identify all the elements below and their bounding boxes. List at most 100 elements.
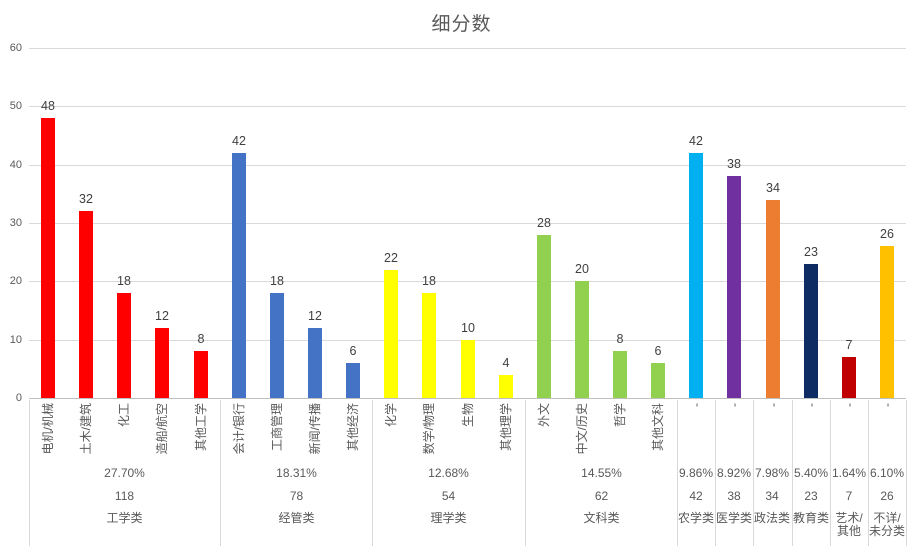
y-axis-tick-label: 10 xyxy=(9,334,22,346)
group-percent: 18.31% xyxy=(276,466,317,480)
bar[interactable] xyxy=(232,153,246,398)
bar-value-label: 12 xyxy=(308,309,322,323)
group-total: 23 xyxy=(804,489,818,503)
bar-value-label: 20 xyxy=(575,262,589,276)
gridline xyxy=(29,106,906,107)
bar-value-label: 28 xyxy=(537,216,551,230)
bar[interactable] xyxy=(766,200,780,398)
bar[interactable] xyxy=(804,264,818,398)
bar-value-label: 18 xyxy=(422,274,436,288)
gridline xyxy=(29,48,906,49)
gridline xyxy=(29,165,906,166)
category-label: 其他工学 xyxy=(194,403,208,452)
gridline xyxy=(29,223,906,224)
category-label: 会计/银行 xyxy=(232,403,246,455)
group-percent: 5.40% xyxy=(793,466,829,480)
bar-value-label: 7 xyxy=(845,338,853,352)
group-separator xyxy=(906,400,907,546)
bar[interactable] xyxy=(79,211,93,398)
bar-value-label: 48 xyxy=(41,99,55,113)
bar-value-label: 32 xyxy=(79,192,93,206)
bar[interactable] xyxy=(117,293,131,398)
bar[interactable] xyxy=(842,357,856,398)
bar-value-label: 8 xyxy=(616,332,624,346)
bar-value-label: 42 xyxy=(689,134,703,148)
bar-value-label: 18 xyxy=(270,274,284,288)
group-total: 38 xyxy=(727,489,741,503)
group-name: 农学类 xyxy=(677,511,714,525)
bar-value-label: 8 xyxy=(197,332,205,346)
group-separator xyxy=(220,400,221,546)
category-label: 化工 xyxy=(117,403,131,428)
gridline xyxy=(29,281,906,282)
group-name: 工学类 xyxy=(106,511,143,525)
bar[interactable] xyxy=(194,351,208,398)
group-name: 医学类 xyxy=(715,511,752,525)
bar[interactable] xyxy=(346,363,360,398)
group-name: 理学类 xyxy=(430,511,467,525)
group-separator xyxy=(525,400,526,546)
bar-value-label: 10 xyxy=(461,321,475,335)
group-separator xyxy=(29,400,30,546)
bar[interactable] xyxy=(384,270,398,398)
bar-value-label: 4 xyxy=(502,356,510,370)
bar[interactable] xyxy=(880,246,894,398)
bar[interactable] xyxy=(537,235,551,398)
bar-value-label: 6 xyxy=(349,344,357,358)
category-label: - xyxy=(689,403,703,407)
category-label: 生物 xyxy=(461,403,475,428)
group-percent: 9.86% xyxy=(678,466,714,480)
category-label: 造船/航空 xyxy=(155,403,169,455)
category-label: - xyxy=(804,403,818,407)
group-separator xyxy=(753,400,754,546)
bar[interactable] xyxy=(308,328,322,398)
group-separator xyxy=(792,400,793,546)
category-label: 中文/历史 xyxy=(575,403,589,455)
y-axis-tick-label: 50 xyxy=(9,100,22,112)
group-percent: 12.68% xyxy=(428,466,469,480)
bar[interactable] xyxy=(41,118,55,398)
category-label: 新闻/传播 xyxy=(308,403,322,455)
group-name: 艺术/其他 xyxy=(835,511,863,538)
bar[interactable] xyxy=(155,328,169,398)
category-label: - xyxy=(727,403,741,407)
category-label: 其他理学 xyxy=(499,403,513,452)
group-percent: 8.92% xyxy=(716,466,752,480)
bar[interactable] xyxy=(270,293,284,398)
category-label: 哲学 xyxy=(613,403,627,428)
bar[interactable] xyxy=(613,351,627,398)
category-label: 电机/机械 xyxy=(41,403,55,455)
category-label: 外文 xyxy=(537,403,551,428)
category-label: - xyxy=(766,403,780,407)
bar[interactable] xyxy=(651,363,665,398)
bar-value-label: 34 xyxy=(766,181,780,195)
group-percent: 6.10% xyxy=(869,466,905,480)
group-separator xyxy=(868,400,869,546)
bar-value-label: 23 xyxy=(804,245,818,259)
group-name: 政法类 xyxy=(753,511,790,525)
bar[interactable] xyxy=(727,176,741,398)
group-name: 不详/未分类 xyxy=(868,511,905,538)
group-percent: 7.98% xyxy=(754,466,790,480)
group-name: 文科类 xyxy=(583,511,620,525)
bar-value-label: 12 xyxy=(155,309,169,323)
bar[interactable] xyxy=(575,281,589,398)
bar-value-label: 6 xyxy=(654,344,662,358)
bar[interactable] xyxy=(689,153,703,398)
group-name: 经管类 xyxy=(278,511,315,525)
bar[interactable] xyxy=(461,340,475,398)
group-total: 34 xyxy=(765,489,779,503)
bar-value-label: 26 xyxy=(880,227,894,241)
bar[interactable] xyxy=(422,293,436,398)
x-axis-line xyxy=(29,398,906,399)
bar[interactable] xyxy=(499,375,513,398)
group-total: 7 xyxy=(845,489,853,503)
category-label: - xyxy=(880,403,894,407)
category-label: 其他经济 xyxy=(346,403,360,452)
group-name: 教育类 xyxy=(792,511,829,525)
group-total: 118 xyxy=(114,489,135,503)
group-total: 62 xyxy=(594,489,609,503)
bar-value-label: 18 xyxy=(117,274,131,288)
group-separator xyxy=(830,400,831,546)
